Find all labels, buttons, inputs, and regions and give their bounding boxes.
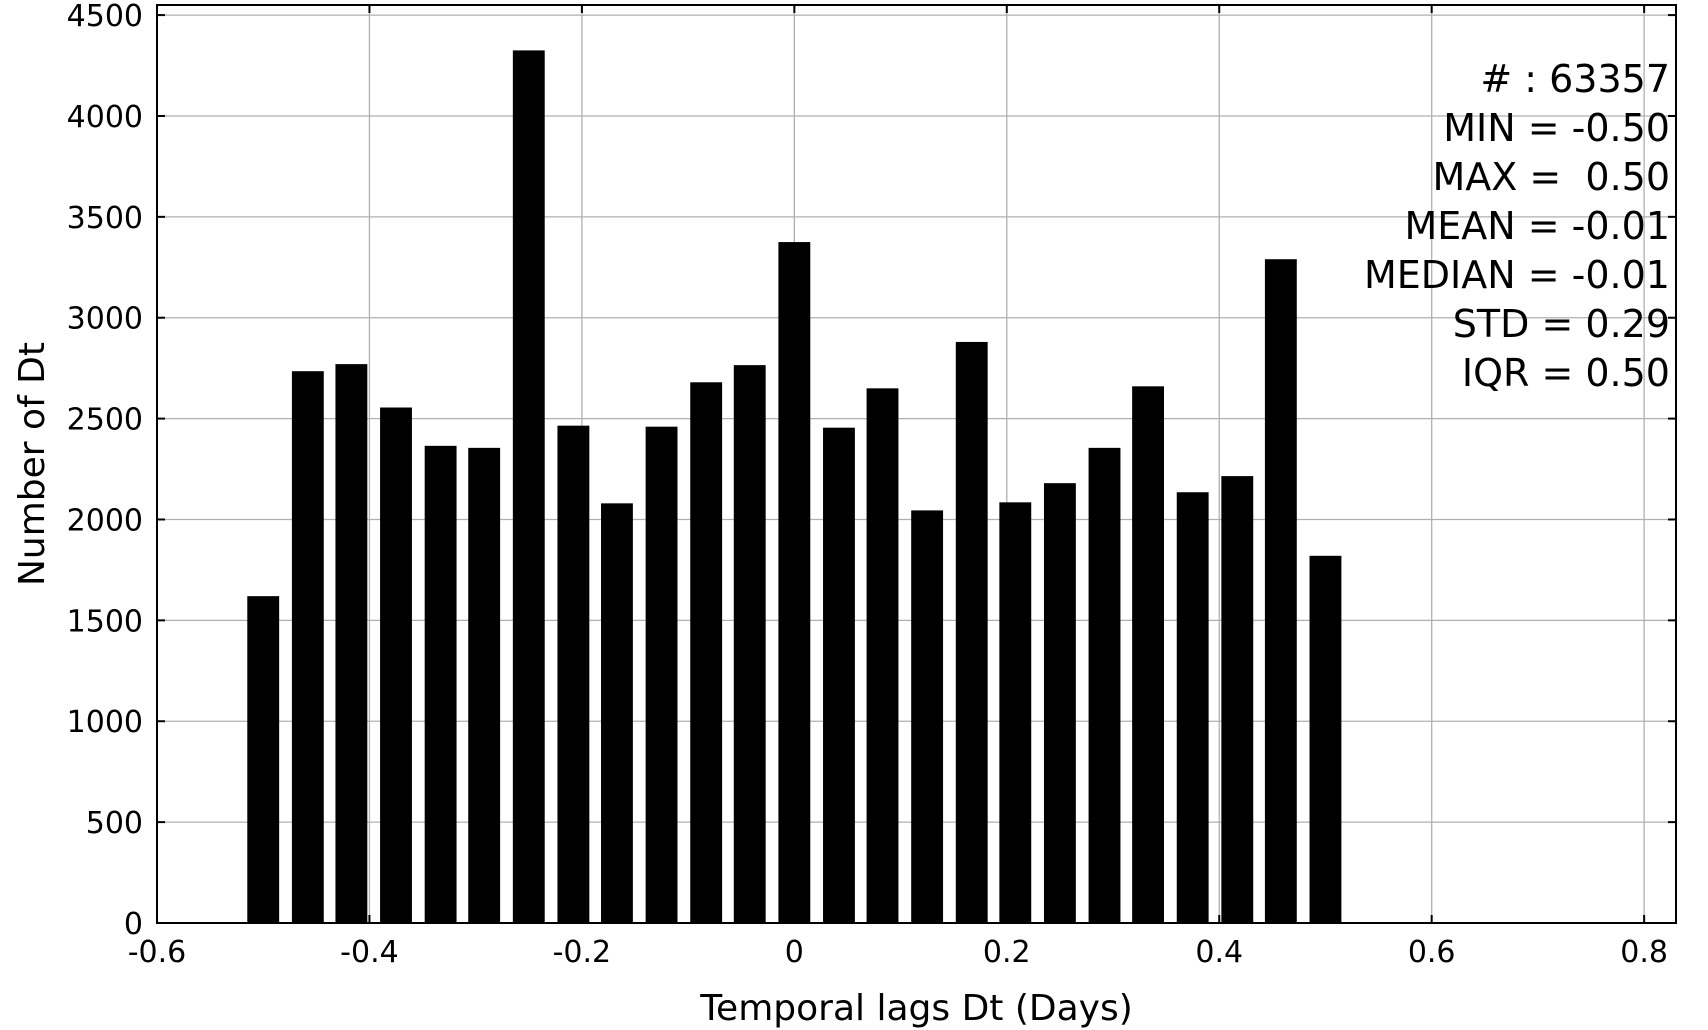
y-tick-label: 2500 [67,403,143,438]
axis-ticks [156,5,1676,924]
x-tick-label: -0.6 [128,935,187,970]
histogram-bar [866,388,899,923]
y-tick-label: 500 [86,806,143,841]
stat-line: MEDIAN = -0.01 [1364,253,1670,297]
stat-line: MAX = 0.50 [1433,155,1671,199]
x-tick-label: 0 [785,935,804,970]
y-tick-labels: 0 500 1000 1500 2000 2500 3000 3500 4000 4500 [67,0,143,942]
x-tick-label: -0.4 [340,935,399,970]
x-tick-label: 0.2 [983,935,1031,970]
histogram-bar [1043,483,1076,923]
histogram-bar [690,382,723,923]
histogram-bar [645,426,678,923]
histogram-bar [1309,555,1342,923]
histogram-bar [1132,386,1165,923]
histogram-bar [823,427,855,923]
stats-annotation: # : 63357 MIN = -0.50 MAX = 0.50 MEAN = -0.… [1364,57,1670,395]
y-tick-label: 4000 [67,100,143,135]
histogram-bar [424,445,457,923]
y-tick-label: 1000 [67,705,143,740]
y-tick-label: 3500 [67,201,143,236]
histogram-bar [512,50,545,923]
histogram-bar [778,242,811,924]
stat-line: STD = 0.29 [1453,302,1670,346]
stat-line: MEAN = -0.01 [1404,204,1670,248]
stat-line: MIN = -0.50 [1443,106,1670,150]
histogram-bar [911,510,944,923]
histogram-bar [999,502,1032,923]
histogram-bar [955,341,988,923]
y-tick-label: 0 [124,907,143,942]
histogram-bar [380,407,412,923]
x-tick-label: -0.2 [553,935,612,970]
histogram-bar [601,503,633,923]
y-tick-label: 1500 [67,604,143,639]
y-tick-label: 3000 [67,302,143,337]
stat-line: # : 63357 [1480,57,1670,101]
histogram-bar [335,364,368,924]
y-tick-label: 2000 [67,503,143,538]
histogram-bar [247,596,280,923]
x-axis-title: Temporal lags Dt (Days) [699,988,1133,1029]
histogram-bar [291,371,324,923]
histogram-bar [1221,476,1254,923]
plot-frame [156,4,1677,924]
histogram-bar [733,365,766,924]
histogram-bar [1176,492,1209,923]
stat-line: IQR = 0.50 [1462,351,1670,395]
bars [247,50,1342,924]
x-tick-label: 0.6 [1408,935,1456,970]
histogram-bar [1088,447,1121,923]
histogram-bar [557,425,590,923]
y-axis-title: Number of Dt [12,342,53,586]
x-tick-labels: -0.6 -0.4 -0.2 0 0.2 0.4 0.6 0.8 [128,935,1668,970]
histogram-bar [468,447,501,923]
histogram-bar [1264,259,1297,923]
x-tick-label: 0.4 [1195,935,1243,970]
y-tick-label: 4500 [67,0,143,34]
x-tick-label: 0.8 [1620,935,1668,970]
